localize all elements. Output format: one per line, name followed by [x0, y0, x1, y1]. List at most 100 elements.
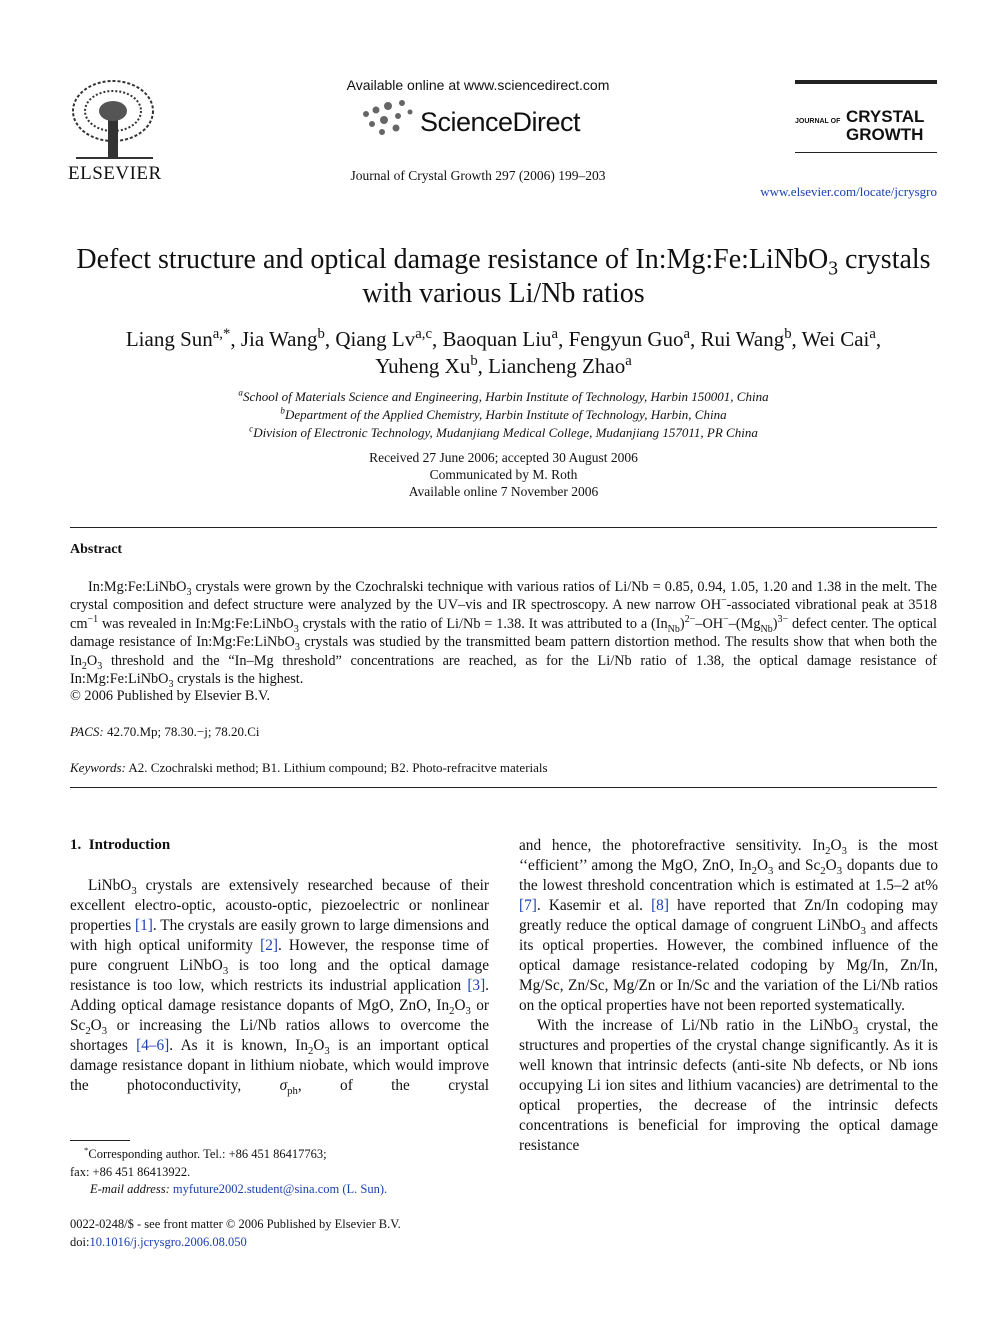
- subscript: 2: [81, 660, 87, 672]
- text-run: LiNbO: [88, 877, 132, 894]
- text-run: and Sc: [773, 857, 821, 874]
- pacs: PACS: 42.70.Mp; 78.30.−j; 78.20.Ci: [70, 724, 259, 740]
- pacs-label: PACS:: [70, 724, 104, 739]
- journal-name: GROWTH: [846, 125, 924, 144]
- text-run: is too long and the optical damage resis…: [70, 957, 489, 994]
- subscript: 2: [820, 865, 826, 878]
- footnote-rule: [70, 1140, 130, 1141]
- doi[interactable]: 10.1016/j.jcrysgro.2006.08.050: [89, 1234, 247, 1249]
- supscript: a: [238, 387, 243, 398]
- supscript: a,*: [212, 326, 231, 342]
- citation-ref[interactable]: [8]: [651, 897, 669, 914]
- text-run: , Rui Wang: [690, 327, 785, 351]
- text-run: O: [313, 1037, 325, 1054]
- text-run: Division of Electronic Technology, Mudan…: [253, 425, 758, 440]
- citation-ref[interactable]: [3]: [467, 977, 486, 994]
- citation-ref[interactable]: [2]: [260, 937, 278, 954]
- supscript: −: [723, 614, 729, 626]
- date-line: Received 27 June 2006; accepted 30 Augus…: [369, 450, 638, 465]
- email[interactable]: myfuture2002.student@sina.com (L. Sun).: [172, 1182, 388, 1196]
- supscript: b: [784, 326, 792, 342]
- text-run: and affects its optical properties. Howe…: [519, 917, 938, 1014]
- column: LiNbO3 crystals are extensively research…: [70, 876, 489, 1096]
- text-run: Corresponding author. Tel.: +86 451 8641…: [88, 1147, 327, 1161]
- text-run: crystals was studied by the transmitted …: [70, 634, 938, 669]
- text-run: , Jia Wang: [230, 327, 318, 351]
- rule: [795, 80, 937, 84]
- subscript: 3: [768, 865, 774, 878]
- citation-ref[interactable]: [4–6]: [136, 1037, 170, 1054]
- affiliation: aSchool of Materials Science and Enginee…: [70, 388, 937, 406]
- journal-name: CRYSTAL: [846, 107, 925, 126]
- affiliation: cDivision of Electronic Technology, Muda…: [70, 424, 937, 442]
- abstract-heading: Abstract: [70, 542, 123, 557]
- text-run: –OH: [695, 615, 724, 632]
- text-run: crystal, the structures and properties o…: [519, 1017, 938, 1154]
- text-run: , Liancheng Zhao: [477, 354, 626, 378]
- citation-ref[interactable]: [1]: [135, 917, 153, 934]
- subscript: 3: [168, 678, 174, 690]
- supscript: b: [317, 326, 325, 342]
- text-run: O: [454, 997, 466, 1014]
- subscript: 3: [852, 1025, 859, 1038]
- section-title: Introduction: [88, 837, 171, 853]
- subscript: 3: [860, 925, 866, 938]
- text-run: In:Mg:Fe:LiNbO: [88, 579, 187, 595]
- symbol: σ: [279, 1077, 288, 1094]
- text-run: . The crystals are easily grown to large…: [70, 917, 489, 954]
- journal-prefix: JOURNAL OF: [795, 118, 841, 125]
- subscript: 3: [131, 885, 137, 898]
- text-run: ): [679, 615, 685, 632]
- journal-url[interactable]: www.elsevier.com/locate/jcrysgro: [760, 184, 937, 199]
- date-line: Communicated by M. Roth: [429, 467, 578, 482]
- supscript: b: [280, 405, 285, 416]
- pacs-codes: 42.70.Mp; 78.30.−j; 78.20.Ci: [106, 724, 260, 739]
- subscript: 3: [828, 258, 839, 280]
- available-online: Available online at www.sciencedirect.co…: [346, 77, 610, 93]
- subscript: 3: [294, 642, 300, 654]
- supscript: −: [721, 595, 727, 607]
- text-run: , Wei Cai: [791, 327, 870, 351]
- supscript: a: [625, 353, 632, 369]
- text-run: Liang Sun: [125, 327, 213, 351]
- subscript: ph: [287, 1085, 298, 1098]
- text-run: Department of the Applied Chemistry, Har…: [284, 407, 727, 422]
- subscript: 2: [85, 1025, 91, 1038]
- text-run: School of Materials Science and Engineer…: [242, 389, 769, 404]
- subscript: 3: [101, 1025, 108, 1038]
- column: and hence, the photorefractive sensitivi…: [519, 836, 938, 1156]
- email-label: E-mail address:: [90, 1182, 170, 1196]
- text-run: , of the crystal: [297, 1077, 489, 1094]
- subscript: 3: [97, 660, 103, 672]
- text-run: . However, the response time of pure con…: [70, 937, 489, 974]
- abstract-text: In:Mg:Fe:LiNbO3 crystals were grown by t…: [70, 578, 938, 690]
- subscript: 2: [308, 1045, 314, 1058]
- text-run: O: [756, 857, 768, 874]
- text-run: dopants due to the lowest threshold conc…: [519, 857, 938, 894]
- paper-title: Defect structure and optical damage resi…: [70, 243, 937, 311]
- authors: Liang Suna,*, Jia Wangb, Qiang Lva,c, Ba…: [100, 326, 907, 380]
- section-number: 1.: [70, 837, 82, 853]
- text-run: . As it is known, In: [169, 1037, 308, 1054]
- supscript: c: [249, 423, 254, 434]
- text-run: and hence, the photorefractive sensitivi…: [519, 837, 826, 854]
- affiliation: bDepartment of the Applied Chemistry, Ha…: [70, 406, 937, 424]
- supscript: a: [869, 326, 876, 342]
- text-run: Defect structure and optical damage resi…: [76, 244, 829, 275]
- subscript: 3: [293, 623, 299, 635]
- copyright: © 2006 Published by Elsevier B.V.: [70, 688, 271, 704]
- text-run: , Yuheng Xu: [375, 327, 882, 378]
- supscript: a: [551, 326, 559, 342]
- text-run: . Kasemir et al.: [536, 897, 652, 914]
- text-run: O: [86, 652, 98, 669]
- fax: fax: +86 451 86413922.: [70, 1164, 191, 1179]
- text-run: With the increase of Li/Nb ratio in the …: [537, 1017, 853, 1034]
- supscript: *: [84, 1144, 89, 1155]
- subscript: 2: [449, 1005, 455, 1018]
- citation-ref[interactable]: [7]: [519, 897, 537, 914]
- subscript: 3: [836, 865, 843, 878]
- supscript: −1: [87, 614, 99, 626]
- text-run: crystals with various Li/Nb ratios: [362, 244, 931, 309]
- subscript: 3: [222, 965, 229, 978]
